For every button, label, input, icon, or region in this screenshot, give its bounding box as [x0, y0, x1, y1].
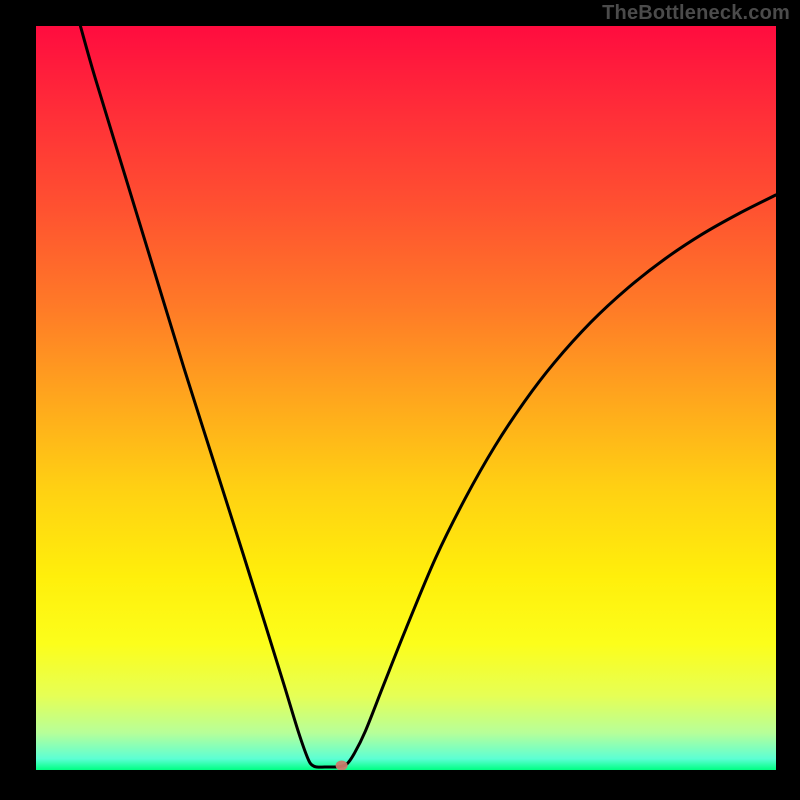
chart-container: TheBottleneck.com [0, 0, 800, 800]
watermark-text: TheBottleneck.com [602, 2, 790, 25]
optimal-point-marker [336, 761, 348, 771]
plot-background [36, 26, 776, 770]
bottleneck-chart [0, 0, 800, 800]
